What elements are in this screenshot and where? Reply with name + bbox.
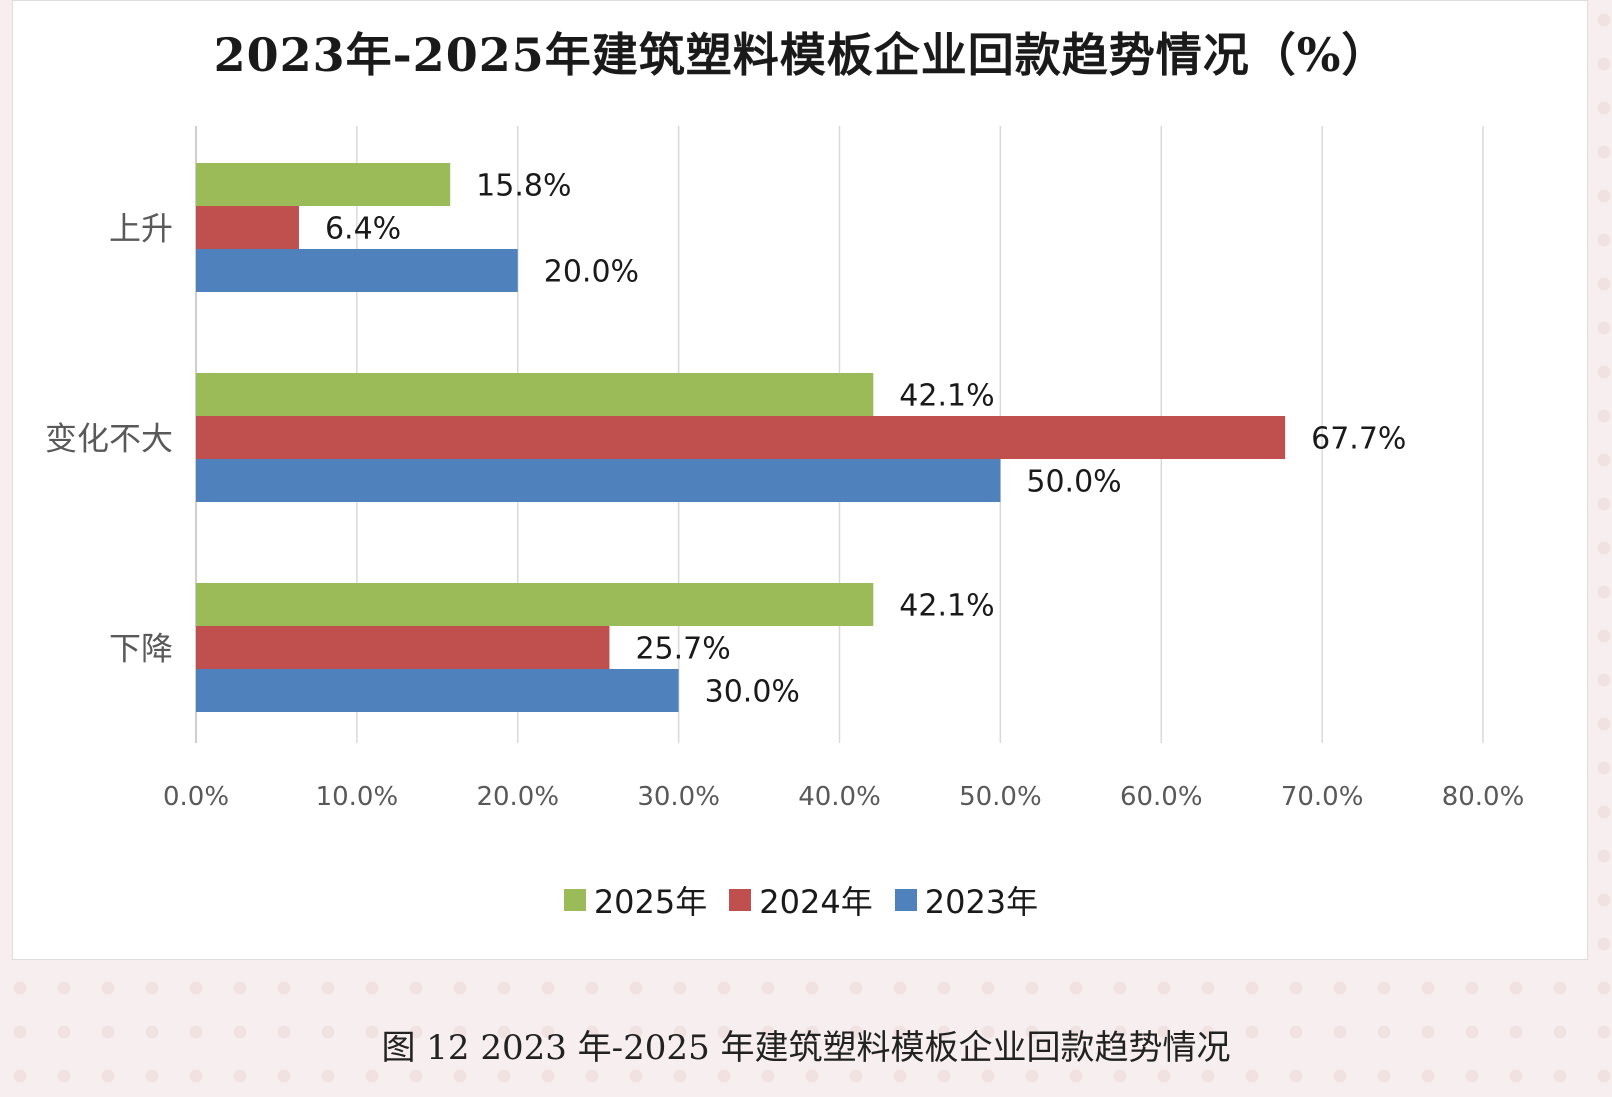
x-tick-label: 80.0% (1442, 782, 1525, 812)
category-label: 上升 (109, 210, 173, 248)
legend-label: 2025年 (593, 883, 708, 921)
x-tick-label: 0.0% (163, 782, 229, 812)
bar (196, 373, 874, 416)
legend-item: 2025年 (563, 877, 708, 923)
legend-label: 2023年 (924, 883, 1039, 921)
chart-panel: 2023年-2025年建筑塑料模板企业回款趋势情况（%） 0.0% 10.0% 20… (12, 0, 1588, 960)
legend-swatch (894, 889, 917, 911)
bar (196, 626, 610, 669)
legend-item: 2024年 (729, 877, 873, 923)
chart-legend: 2025年 2024年 2023年 (13, 877, 1589, 923)
data-label: 42.1% (899, 379, 994, 414)
x-tick-label: 40.0% (798, 782, 881, 812)
category-label: 变化不大 (45, 420, 173, 458)
x-tick-label: 10.0% (316, 782, 399, 812)
bar (196, 583, 874, 626)
data-label: 42.1% (899, 589, 994, 624)
x-tick-label: 30.0% (637, 782, 720, 812)
bar (196, 416, 1286, 459)
data-label: 20.0% (544, 255, 639, 290)
chart-title: 2023年-2025年建筑塑料模板企业回款趋势情况（%） (213, 28, 1389, 82)
data-label: 50.0% (1026, 465, 1121, 500)
legend-swatch (729, 889, 752, 911)
bar (196, 669, 679, 712)
legend-swatch (563, 889, 586, 911)
bar (196, 206, 299, 249)
data-label: 67.7% (1311, 422, 1406, 457)
category-label: 下降 (109, 630, 173, 668)
x-tick-label: 20.0% (476, 782, 559, 812)
bar (196, 249, 518, 292)
data-label: 30.0% (705, 675, 800, 710)
data-label: 6.4% (325, 212, 401, 247)
figure-caption: 图 12 2023 年-2025 年建筑塑料模板企业回款趋势情况 (381, 1028, 1231, 1068)
x-tick-label: 70.0% (1281, 782, 1364, 812)
bar (196, 459, 1001, 502)
data-label: 25.7% (635, 632, 730, 667)
bar (196, 163, 451, 206)
x-tick-label: 50.0% (959, 782, 1042, 812)
bar-chart: 0.0% 10.0% 20.0% 30.0% 40.0% 50.0% 60.0% 70.0% 8… (45, 126, 1525, 812)
x-tick-label: 60.0% (1120, 782, 1203, 812)
legend-item: 2023年 (894, 877, 1039, 923)
data-label: 15.8% (476, 169, 571, 204)
legend-label: 2024年 (759, 883, 873, 921)
